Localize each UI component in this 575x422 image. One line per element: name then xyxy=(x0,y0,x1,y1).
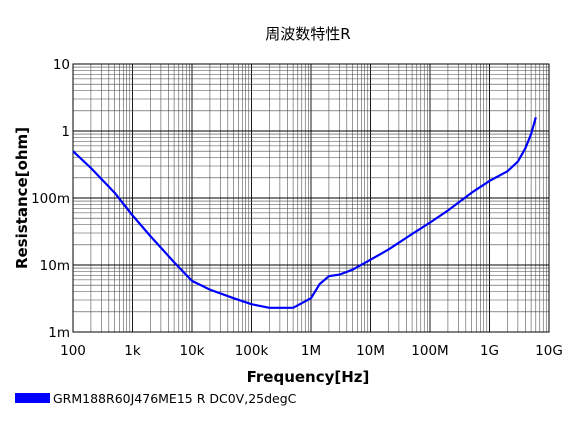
y-tick-label: 100m xyxy=(31,191,70,207)
legend-swatch xyxy=(15,393,50,403)
x-tick-label: 1M xyxy=(301,343,321,359)
x-tick-label: 1G xyxy=(480,343,499,359)
x-tick-label: 100 xyxy=(60,343,86,359)
x-tick-label: 1k xyxy=(124,343,141,359)
chart-title: 周波数特性R xyxy=(265,25,350,43)
x-tick-label: 10G xyxy=(535,343,563,359)
x-tick-label: 100M xyxy=(411,343,448,359)
x-axis-label: Frequency[Hz] xyxy=(247,368,370,386)
y-tick-label: 10 xyxy=(53,57,70,73)
y-tick-label: 10m xyxy=(40,258,70,274)
x-tick-label: 10k xyxy=(180,343,205,359)
series-line xyxy=(72,117,537,309)
x-tick-labels: 100 1k 10k 100k 1M 10M 100M 1G 10G xyxy=(60,343,563,359)
y-tick-label: 1m xyxy=(48,325,70,341)
y-tick-label: 1 xyxy=(61,124,70,140)
x-tick-label: 10M xyxy=(356,343,385,359)
series-layer xyxy=(72,117,537,309)
y-tick-labels: 1m 10m 100m 1 10 xyxy=(31,57,70,341)
legend-label: GRM188R60J476ME15 R DC0V,25degC xyxy=(53,391,297,406)
y-axis-label: Resistance[ohm] xyxy=(13,127,31,269)
plot-frame xyxy=(72,63,550,333)
legend: GRM188R60J476ME15 R DC0V,25degC xyxy=(15,391,297,406)
grid xyxy=(72,64,549,333)
x-tick-label: 100k xyxy=(235,343,269,359)
